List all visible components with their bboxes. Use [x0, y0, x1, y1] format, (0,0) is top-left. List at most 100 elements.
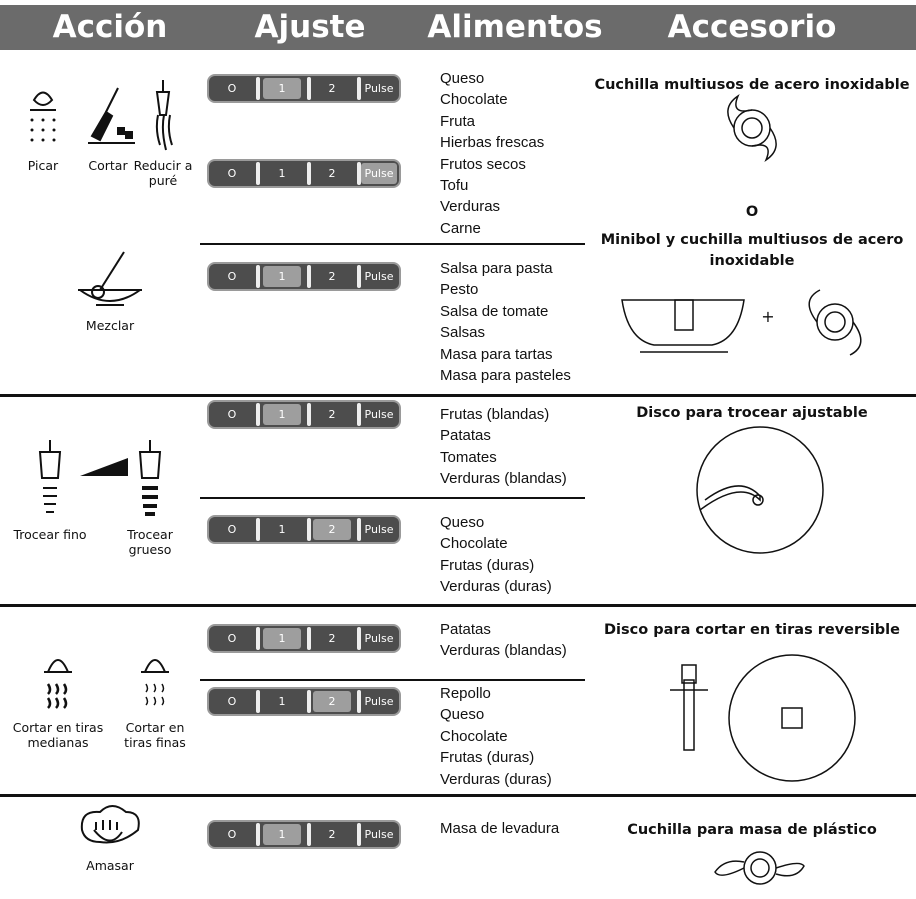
separator — [307, 690, 311, 713]
speed-label: Pulse — [364, 408, 394, 421]
icon-cut — [88, 87, 135, 144]
speed-label: O — [227, 270, 237, 283]
food-item: Repollo — [440, 685, 491, 702]
speed-control: O 1 2 Pulse — [207, 624, 401, 653]
dough-blade-image — [714, 851, 805, 885]
food-item: Chocolate — [440, 535, 508, 553]
row-divider — [200, 243, 585, 245]
separator — [256, 77, 260, 100]
speed-label: O — [227, 408, 237, 421]
shred-disc-image — [670, 654, 856, 782]
action-label: Cortar en tiras medianas — [12, 720, 104, 750]
food-item: Patatas — [440, 427, 491, 445]
header-bar — [0, 5, 916, 50]
food-item: Queso — [440, 706, 485, 724]
icon-shred — [44, 659, 169, 709]
speed-label: 2 — [328, 82, 336, 95]
speed-label: 2 — [328, 632, 336, 645]
action-label: Mezclar — [85, 318, 135, 333]
separator — [256, 162, 260, 185]
speed-label: 1 — [278, 523, 286, 536]
food-item: Chocolate — [440, 91, 508, 109]
separator — [357, 518, 361, 541]
speed-label: O — [227, 82, 237, 95]
food-item: Frutas (duras) — [440, 556, 535, 574]
speed-label: 1 — [278, 167, 286, 180]
speed-label: Pulse — [364, 82, 394, 95]
svg-text:+: + — [761, 307, 774, 326]
separator — [357, 77, 361, 100]
speed-label: 2 — [328, 408, 336, 421]
speed-control: O 1 2 Pulse — [207, 687, 401, 716]
speed-label: Pulse — [361, 163, 397, 184]
food-item: Fruta — [440, 112, 476, 130]
speed-control: O 1 2 Pulse — [207, 400, 401, 429]
separator — [256, 627, 260, 650]
food-item: Salsa para pasta — [440, 260, 553, 277]
food-item: Hierbas frescas — [440, 134, 545, 152]
speed-label: Pulse — [364, 632, 394, 645]
separator — [307, 518, 311, 541]
food-item: Frutos secos — [440, 155, 526, 173]
speed-control: O 1 2 Pulse — [207, 262, 401, 291]
action-label: Cortar — [88, 158, 128, 173]
food-item: Carne — [440, 219, 481, 237]
food-item: Chocolate — [440, 727, 508, 745]
separator — [307, 627, 311, 650]
food-item: Masa para tartas — [440, 345, 553, 363]
accessory-title: Minibol y cuchilla multiusos de acero in… — [600, 232, 904, 269]
separator — [357, 823, 361, 846]
food-item: Queso — [440, 514, 485, 531]
accessory-title: Cuchilla multiusos de acero inoxidable — [594, 77, 910, 93]
separator — [357, 690, 361, 713]
food-item: Verduras (duras) — [440, 770, 552, 788]
food-item: Patatas — [440, 621, 491, 638]
action-label: Picar — [27, 158, 59, 173]
separator — [357, 162, 361, 185]
food-item: Masa de levadura — [440, 820, 560, 837]
food-item: Verduras (blandas) — [440, 470, 567, 488]
speed-label: 2 — [313, 519, 351, 540]
separator — [256, 823, 260, 846]
food-item: Verduras (duras) — [440, 578, 552, 596]
separator — [256, 403, 260, 426]
minibowl-image: + — [621, 289, 862, 356]
food-item: Salsa de tomate — [440, 302, 549, 320]
speed-label: O — [227, 695, 237, 708]
separator — [307, 77, 311, 100]
speed-label: Pulse — [364, 270, 394, 283]
speed-label: O — [227, 828, 237, 841]
accessory-title: Cuchilla para masa de plástico — [627, 822, 877, 838]
separator — [307, 823, 311, 846]
food-item: Masa para pasteles — [440, 367, 571, 384]
speed-label: 2 — [328, 167, 336, 180]
speed-label: O — [227, 523, 237, 536]
action-label: Amasar — [86, 858, 134, 873]
speed-label: 1 — [263, 266, 301, 287]
header-column: Alimentos — [427, 9, 603, 45]
icon-puree — [155, 80, 173, 151]
header-column: Ajuste — [254, 9, 366, 45]
speed-label: 1 — [278, 695, 286, 708]
accessory-title: Disco para cortar en tiras reversible — [604, 622, 900, 638]
speed-label: Pulse — [364, 523, 394, 536]
food-item: Verduras — [440, 198, 501, 216]
disc-image — [696, 426, 824, 554]
separator — [357, 627, 361, 650]
icon-mix — [78, 251, 142, 306]
speed-label: 1 — [263, 78, 301, 99]
speed-control: O 1 2 Pulse — [207, 74, 401, 103]
food-item: Salsas — [440, 324, 486, 342]
food-item: Tomates — [440, 448, 497, 466]
speed-label: Pulse — [364, 695, 394, 708]
action-label: Trocear fino — [13, 527, 87, 542]
separator — [357, 403, 361, 426]
section-divider — [0, 394, 916, 397]
action-label: Trocear grueso — [127, 527, 173, 557]
accessory-title: O — [745, 204, 759, 220]
row-divider — [200, 679, 585, 681]
speed-label: O — [227, 167, 237, 180]
speed-label: 1 — [263, 404, 301, 425]
row-divider — [200, 497, 585, 499]
